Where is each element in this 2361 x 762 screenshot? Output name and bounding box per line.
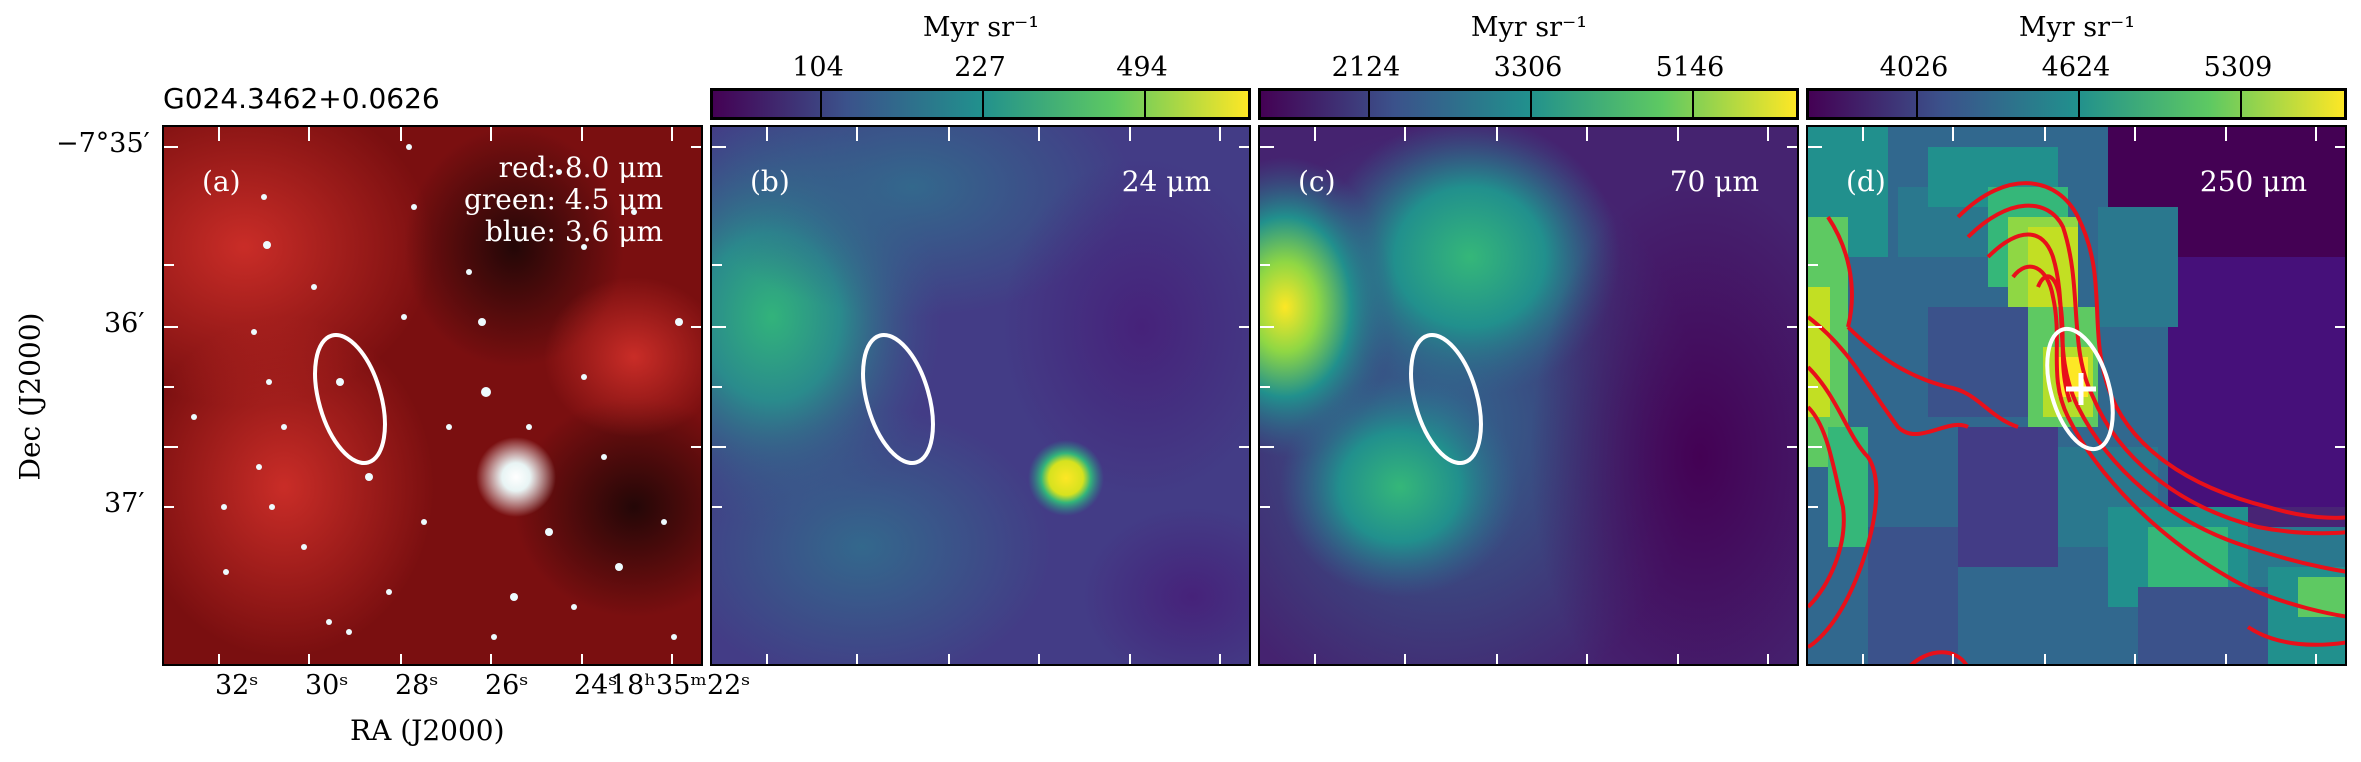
panel-a-legend-blue: blue: 3.6 μm [485,215,663,248]
colorbar-d-tick-1: 4026 [1879,52,1949,83]
panel-d-tag: (d) [1846,165,1886,198]
dec-tick-2: 36′ [104,308,145,339]
peak-cross-marker [2066,373,2096,405]
panel-c-image [1260,127,1797,664]
panel-c-wavelength: 70 μm [1669,165,1759,198]
ra-tick-1: 32ˢ [215,670,259,701]
panel-d-image [1808,127,2345,664]
panel-a-legend-red: red: 8.0 μm [498,151,663,184]
colorbar-c-tick-2: 3306 [1493,52,1563,83]
colorbar-d-tick-2: 4624 [2041,52,2111,83]
panel-a-tag: (a) [202,165,241,198]
panel-d-wavelength: 250 μm [2199,165,2307,198]
source-ellipse-c [1409,332,1483,466]
ra-tick-5: 24ˢ [574,670,618,701]
ra-tick-4: 26ˢ [485,670,529,701]
panel-b-wavelength: 24 μm [1121,165,1211,198]
panel-c: (c) 70 μm [1258,125,1799,666]
panel-a-image [164,127,701,664]
colorbar-c-tick-3: 5146 [1655,52,1725,83]
colorbar-c-tick-1: 2124 [1331,52,1401,83]
colorbar-b-unit: Myr sr⁻¹ [922,12,1040,43]
colorbar-b-tick-2: 227 [954,52,1006,83]
point-source-24um [1028,440,1104,516]
colorbar-c-unit: Myr sr⁻¹ [1470,12,1588,43]
ra-tick-3: 28ˢ [395,670,439,701]
source-ellipse-d [2045,326,2115,452]
panel-c-tag: (c) [1298,165,1336,198]
colorbar-d-unit: Myr sr⁻¹ [2018,12,2136,43]
panel-d-pixels [1808,127,2345,664]
dec-tick-1: −7°35′ [56,128,150,159]
colorbar-d-tick-3: 5309 [2203,52,2273,83]
ra-tick-2: 30ˢ [305,670,349,701]
y-axis-label: Dec (J2000) [13,312,47,481]
ra-tick-6: 18ʰ35ᵐ22ˢ [610,670,751,701]
panel-d: (d) 250 μm [1806,125,2347,666]
panel-a-legend-green: green: 4.5 μm [464,183,663,216]
source-ellipse-b [861,332,935,466]
dec-tick-3: 37′ [104,488,145,519]
panel-b: (b) 24 μm [710,125,1251,666]
panel-b-image [712,127,1249,664]
colorbar-b-tick-3: 494 [1116,52,1168,83]
panel-b-tag: (b) [750,165,790,198]
panel-a: (a) red: 8.0 μm green: 4.5 μm blue: 3.6 … [162,125,703,666]
source-ellipse-a [313,332,387,466]
panel-a-stars [191,144,683,640]
panel-a-ticks [164,127,701,664]
x-axis-label: RA (J2000) [350,714,505,747]
colorbar-b-tick-1: 104 [792,52,844,83]
source-name: G024.3462+0.0626 [163,82,440,115]
